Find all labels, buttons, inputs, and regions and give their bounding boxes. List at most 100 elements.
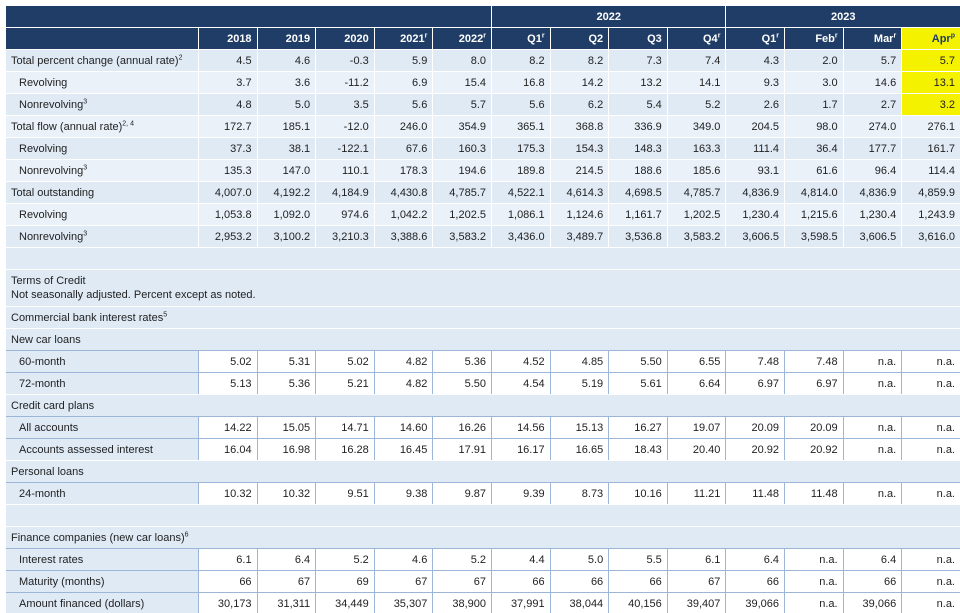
table-row: Nonrevolving3 135.3 147.0 110.1 178.3 194.6 18… <box>6 159 960 181</box>
table-cell: n.a. <box>784 548 843 570</box>
table-cell: 3,210.3 <box>315 225 374 247</box>
row-label: 24-month <box>6 482 198 504</box>
table-cell: n.a. <box>842 372 902 394</box>
table-cell: 1,230.4 <box>725 203 785 225</box>
table-cell: 4,430.8 <box>373 181 433 203</box>
table-cell: 7.48 <box>725 350 785 372</box>
table-cell: 3,598.5 <box>784 225 843 247</box>
column-header: Febr <box>784 27 843 49</box>
row-label-text: Nonrevolving <box>19 164 84 177</box>
table-cell: 5.36 <box>432 350 491 372</box>
table-cell: n.a. <box>842 438 902 460</box>
row-label-text: Total flow (annual rate) <box>11 120 123 133</box>
table-row: Maturity (months) 66 67 69 67 67 66 66 66 67 66 n.a… <box>6 570 960 592</box>
table-row: 24-month 10.32 10.32 9.51 9.38 9.87 9.39 8.73 10… <box>6 482 960 504</box>
table-cell: 37,991 <box>491 592 550 613</box>
row-label-text: 72-month <box>19 377 66 390</box>
table-cell: n.a. <box>842 482 902 504</box>
table-cell: 7.48 <box>784 350 843 372</box>
table-cell: 4,522.1 <box>491 181 550 203</box>
footnote-marker: 3 <box>83 163 88 171</box>
table-cell: 11.21 <box>666 482 726 504</box>
table-cell: 1,243.9 <box>901 203 960 225</box>
footnote-marker: 6 <box>184 530 189 538</box>
table-cell: 6.97 <box>725 372 785 394</box>
footnote-marker: r <box>541 31 545 39</box>
footnote-marker: r <box>424 31 428 39</box>
column-header: Q1r <box>725 27 785 49</box>
row-label: Total outstanding <box>6 181 198 203</box>
spacer-cell <box>6 247 960 269</box>
table-cell: 185.6 <box>666 159 726 181</box>
column-header: 2019 <box>256 27 316 49</box>
table-cell: 11.48 <box>725 482 785 504</box>
table-cell: 1,086.1 <box>491 203 550 225</box>
table-cell: 39,407 <box>666 592 726 613</box>
table-cell: 39,066 <box>725 592 785 613</box>
table-cell: 5.02 <box>315 350 374 372</box>
table-cell: 1,053.8 <box>197 203 257 225</box>
table-cell: 2.7 <box>842 93 902 115</box>
footnote-marker: 2, 4 <box>122 119 134 127</box>
table-cell: 14.56 <box>491 416 550 438</box>
table-cell: 188.6 <box>608 159 667 181</box>
table-cell: 2,953.2 <box>197 225 257 247</box>
table-cell: 66 <box>842 570 902 592</box>
table-cell: 16.8 <box>491 71 550 93</box>
table-cell: n.a. <box>901 548 960 570</box>
table-row: Revolving 3.7 3.6 -11.2 6.9 15.4 16.8 14.2 13.2 1… <box>6 71 960 93</box>
table-cell: 20.09 <box>725 416 785 438</box>
column-header-label: Q3 <box>647 32 662 45</box>
table-cell: 38,900 <box>432 592 491 613</box>
table-cell: 6.9 <box>373 71 433 93</box>
row-label: 60-month <box>6 350 198 372</box>
table-cell: 30,173 <box>197 592 257 613</box>
table-cell: 96.4 <box>842 159 902 181</box>
footnote-marker: 3 <box>83 229 88 237</box>
table-cell: 5.7 <box>901 49 960 71</box>
new-car-heading-text: New car loans <box>11 333 81 346</box>
table-cell: 98.0 <box>784 115 843 137</box>
table-cell: 10.32 <box>197 482 257 504</box>
row-label: Total flow (annual rate)2, 4 <box>6 115 198 137</box>
table-cell: 163.3 <box>666 137 726 159</box>
table-cell: 8.2 <box>549 49 609 71</box>
table-cell: 5.0 <box>549 548 609 570</box>
table-cell: 3,606.5 <box>842 225 902 247</box>
table-cell: 11.48 <box>784 482 843 504</box>
table-cell: 18.43 <box>608 438 667 460</box>
column-header: 2021r <box>373 27 433 49</box>
table-cell: 4.6 <box>256 49 316 71</box>
table-cell: 5.19 <box>549 372 609 394</box>
table-cell: 6.4 <box>725 548 785 570</box>
table-cell: 2.6 <box>725 93 785 115</box>
table-cell: 13.1 <box>901 71 960 93</box>
table-cell: 5.61 <box>608 372 667 394</box>
column-header: Q1r <box>491 27 550 49</box>
table-cell: 34,449 <box>315 592 374 613</box>
table-cell: 4.4 <box>491 548 550 570</box>
table-cell: 5.2 <box>666 93 726 115</box>
table-cell: 974.6 <box>315 203 374 225</box>
row-label-text: Revolving <box>19 76 68 89</box>
table-cell: 36.4 <box>784 137 843 159</box>
column-header-label: Q1 <box>527 32 542 45</box>
column-header: Q3 <box>608 27 667 49</box>
table-cell: 16.98 <box>256 438 316 460</box>
table-cell: 160.3 <box>432 137 491 159</box>
table-cell: 368.8 <box>549 115 609 137</box>
credit-card-heading-text: Credit card plans <box>11 399 95 412</box>
column-header-label: Q4 <box>703 32 718 45</box>
table-cell: 66 <box>491 570 550 592</box>
table-cell: 17.91 <box>432 438 491 460</box>
row-label: All accounts <box>6 416 198 438</box>
table-cell: 4.5 <box>197 49 257 71</box>
row-label-text: Nonrevolving <box>19 98 84 111</box>
table-cell: 3,616.0 <box>901 225 960 247</box>
table-cell: 6.55 <box>666 350 726 372</box>
table-cell: 16.28 <box>315 438 374 460</box>
table-cell: 276.1 <box>901 115 960 137</box>
row-label-text: Total outstanding <box>11 186 95 199</box>
table-cell: 5.2 <box>432 548 491 570</box>
table-cell: 20.92 <box>784 438 843 460</box>
